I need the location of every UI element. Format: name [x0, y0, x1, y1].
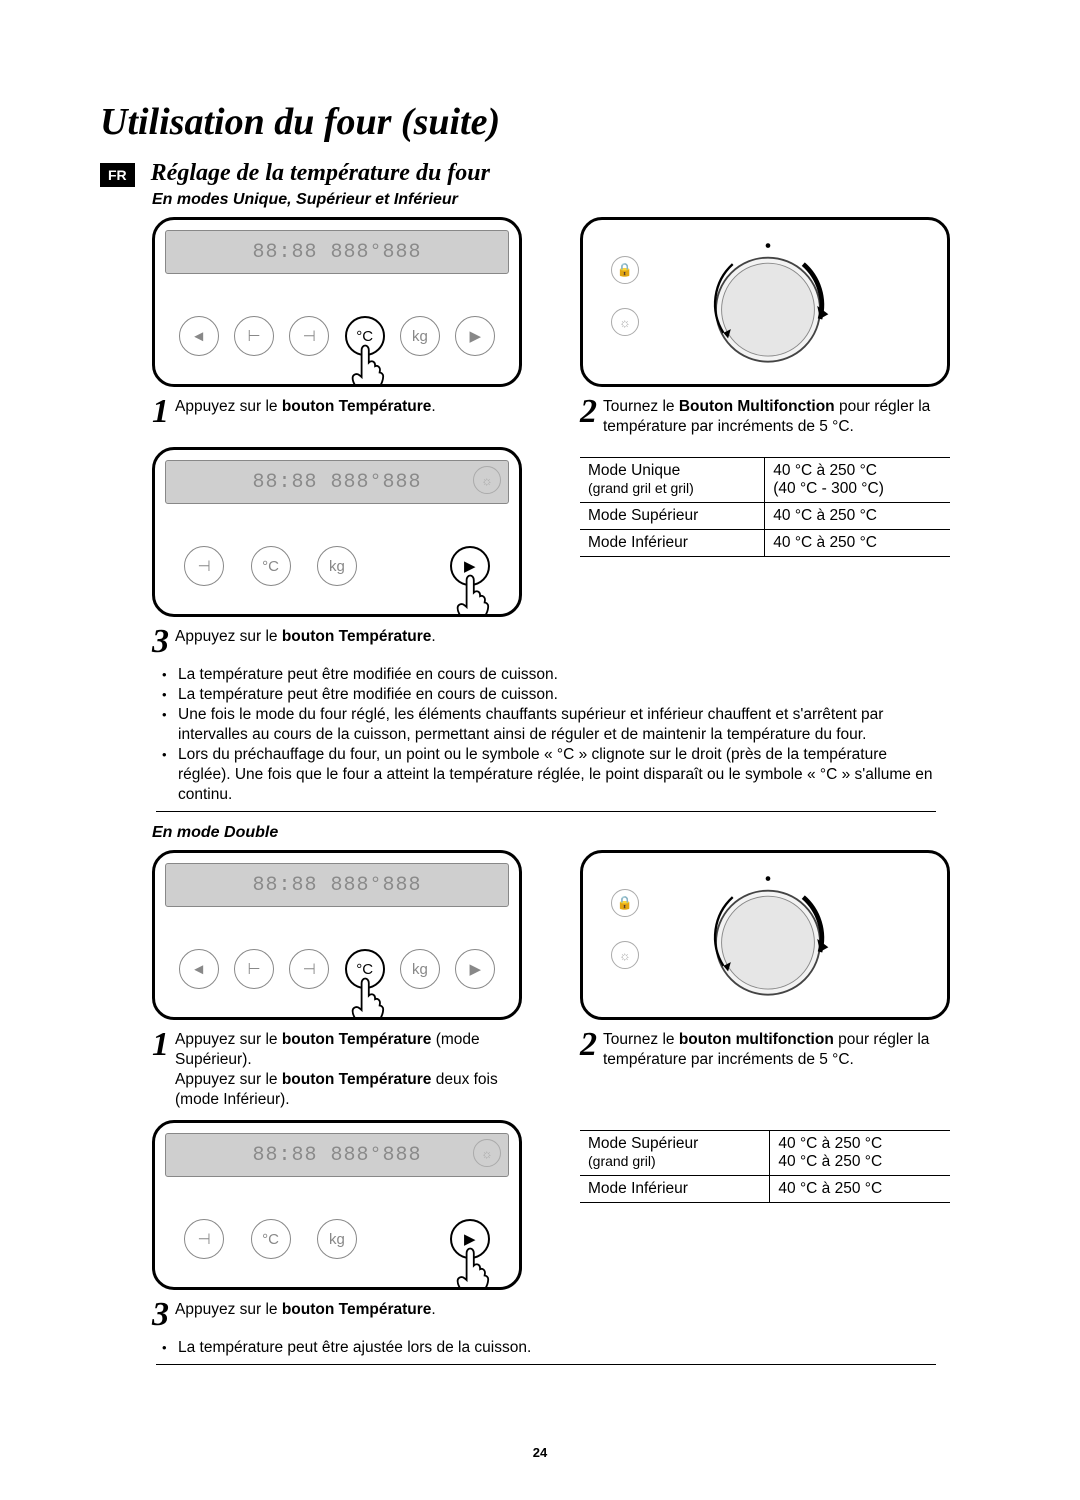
lcd-display: 88:88 888°888 [165, 1133, 509, 1177]
temperature-icon: °C [251, 1219, 291, 1259]
temperature-button: °C [345, 316, 385, 356]
kg-icon: kg [400, 316, 440, 356]
hand-press-icon [349, 975, 385, 1020]
step-number-3: 3 [152, 627, 169, 657]
kg-icon: kg [317, 1219, 357, 1259]
light-icon: ☼ [473, 1139, 501, 1167]
list-item: Lors du préchauffage du four, un point o… [156, 745, 936, 805]
step-3-text: Appuyez sur le bouton Température. [175, 627, 522, 657]
list-item: Une fois le mode du four réglé, les élém… [156, 705, 936, 745]
lock-icon: 🔒 [611, 889, 639, 917]
step-1-text-s2: Appuyez sur le bouton Température (mode … [175, 1030, 522, 1110]
step-number-1: 1 [152, 397, 169, 427]
light-icon: ☼ [611, 308, 639, 336]
temperature-icon: °C [251, 546, 291, 586]
step-number-3: 3 [152, 1300, 169, 1330]
width-icon-2: ⊣ [184, 546, 224, 586]
temperature-range-table-2: Mode Supérieur (grand gril) 40 °C à 250 … [580, 1130, 950, 1203]
right-arrow-icon: ▶ [455, 316, 495, 356]
width-icon-1: ⊢ [234, 316, 274, 356]
temperature-range-table-1: Mode Unique (grand gril et gril) 40 °C à… [580, 457, 950, 557]
step-2-text-s2: Tournez le bouton multifonction pour rég… [603, 1030, 950, 1070]
page-number: 24 [0, 1445, 1080, 1460]
right-arrow-button: ▶ [450, 546, 490, 586]
subsection-2: En mode Double [152, 824, 980, 842]
right-arrow-icon: ▶ [455, 949, 495, 989]
lock-icon: 🔒 [611, 256, 639, 284]
dial-panel-illustration: 🔒 ☼ [580, 217, 950, 387]
list-item: La température peut être ajustée lors de… [156, 1338, 936, 1358]
lcd-display: 88:88 888°888 [165, 863, 509, 907]
hand-press-icon [454, 1245, 490, 1290]
notes-list-2: La température peut être ajustée lors de… [156, 1338, 936, 1365]
section-title: Réglage de la température du four [151, 160, 490, 187]
step-number-1: 1 [152, 1030, 169, 1110]
light-icon: ☼ [611, 941, 639, 969]
lcd-display: 88:88 888°888 [165, 230, 509, 274]
control-panel-illustration-4: 88:88 888°888 ☼ ⊣ °C kg ▶ [152, 1120, 522, 1290]
dial-panel-illustration-2: 🔒 ☼ [580, 850, 950, 1020]
light-icon: ☼ [473, 466, 501, 494]
control-panel-illustration: 88:88 888°888 ◄ ⊢ ⊣ °C kg ▶ [152, 217, 522, 387]
table-row: Mode Unique (grand gril et gril) 40 °C à… [580, 458, 950, 503]
width-icon-2: ⊣ [289, 316, 329, 356]
kg-icon: kg [400, 949, 440, 989]
table-row: Mode Supérieur 40 °C à 250 °C [580, 503, 950, 530]
hand-press-icon [349, 342, 385, 387]
right-arrow-button: ▶ [450, 1219, 490, 1259]
control-panel-illustration-2: 88:88 888°888 ☼ ⊣ °C kg ▶ [152, 447, 522, 617]
step-1-text: Appuyez sur le bouton Température. [175, 397, 522, 427]
step-number-2: 2 [580, 1030, 597, 1070]
subsection-1: En modes Unique, Supérieur et Inférieur [152, 191, 980, 209]
list-item: La température peut être modifiée en cou… [156, 685, 936, 705]
multifunction-dial-icon [703, 873, 833, 1003]
temperature-button: °C [345, 949, 385, 989]
table-row: Mode Supérieur (grand gril) 40 °C à 250 … [580, 1131, 950, 1176]
step-2-text: Tournez le Bouton Multifonction pour rég… [603, 397, 950, 437]
width-icon-1: ⊢ [234, 949, 274, 989]
width-icon-2: ⊣ [184, 1219, 224, 1259]
lang-badge: FR [100, 163, 135, 187]
hand-press-icon [454, 572, 490, 617]
lcd-display: 88:88 888°888 [165, 460, 509, 504]
left-arrow-icon: ◄ [179, 949, 219, 989]
page-title: Utilisation du four (suite) [100, 100, 980, 144]
step-3-text-s2: Appuyez sur le bouton Température. [175, 1300, 522, 1330]
kg-icon: kg [317, 546, 357, 586]
left-arrow-icon: ◄ [179, 316, 219, 356]
step-number-2: 2 [580, 397, 597, 437]
table-row: Mode Inférieur 40 °C à 250 °C [580, 530, 950, 557]
table-row: Mode Inférieur 40 °C à 250 °C [580, 1176, 950, 1203]
multifunction-dial-icon [703, 240, 833, 370]
control-panel-illustration-3: 88:88 888°888 ◄ ⊢ ⊣ °C kg ▶ [152, 850, 522, 1020]
notes-list-1: La température peut être modifiée en cou… [156, 665, 936, 812]
width-icon-2: ⊣ [289, 949, 329, 989]
list-item: La température peut être modifiée en cou… [156, 665, 936, 685]
